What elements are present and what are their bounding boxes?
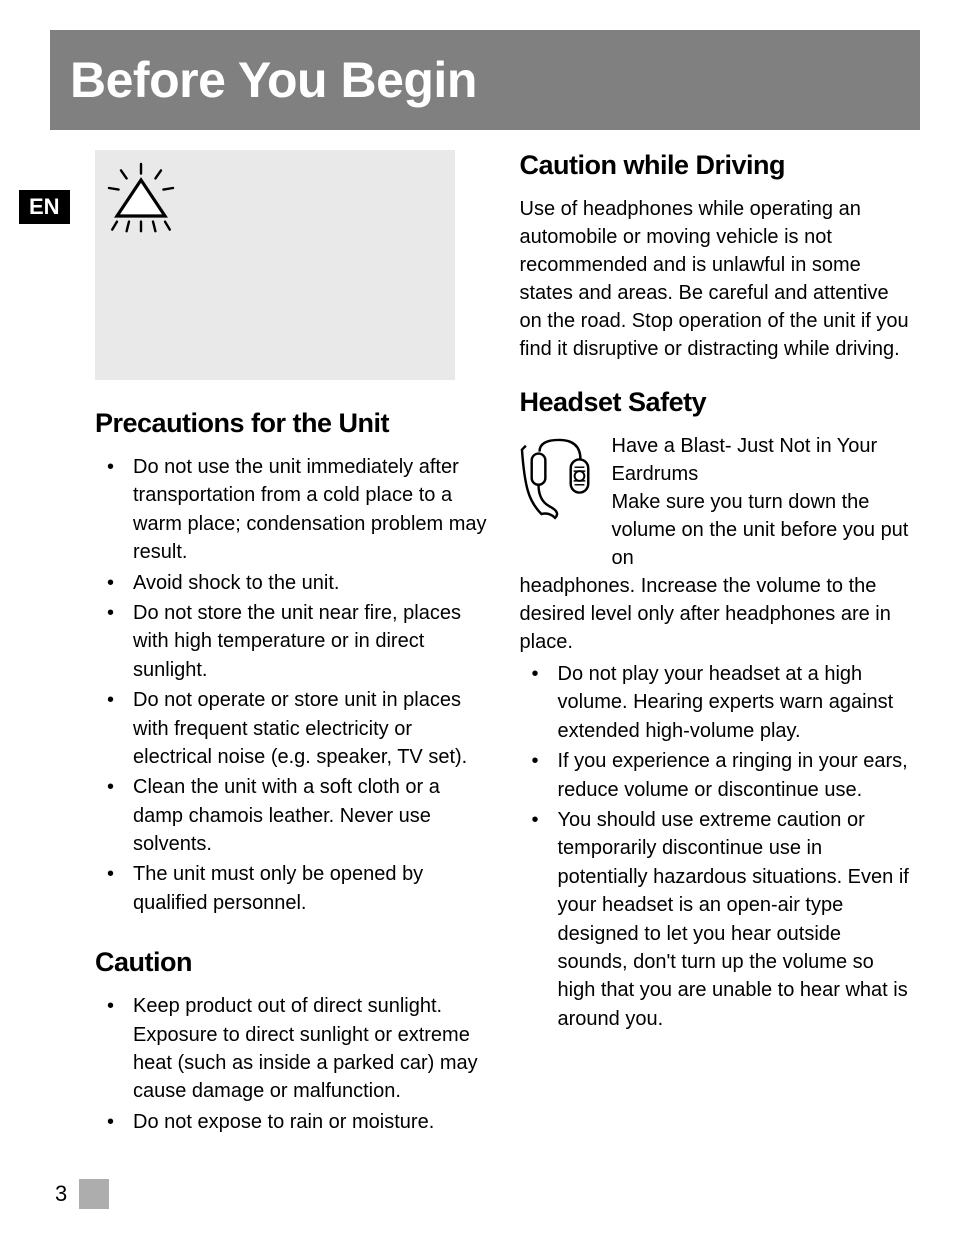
list-item: Do not operate or store unit in places w… (95, 686, 490, 771)
page-title: Before You Begin (70, 51, 477, 109)
driving-body: Use of headphones while operating an aut… (520, 195, 915, 363)
page-number: 3 (55, 1181, 67, 1207)
list-item: If you experience a ringing in your ears… (520, 747, 915, 804)
page-footer: 3 (55, 1179, 109, 1209)
list-item: You should use extreme caution or tempor… (520, 806, 915, 1033)
warning-icon-box (95, 150, 455, 380)
headset-intro-row: Have a Blast- Just Not in Your Eardrums … (520, 432, 915, 572)
headset-intro-line2: Make sure you turn down the volume on th… (612, 491, 909, 569)
headset-cont-text: headphones. Increase the volume to the d… (520, 572, 915, 656)
headset-intro-line1: Have a Blast- Just Not in Your Eardrums (612, 435, 878, 485)
list-item: Keep product out of direct sunlight. Exp… (95, 992, 490, 1106)
precautions-list: Do not use the unit immediately after tr… (95, 453, 490, 917)
list-item: Clean the unit with a soft cloth or a da… (95, 773, 490, 858)
warning-triangle-icon (101, 156, 181, 236)
list-item: Do not play your headset at a high volum… (520, 660, 915, 745)
content-columns: Precautions for the Unit Do not use the … (0, 130, 954, 1166)
caution-heading: Caution (95, 947, 490, 978)
right-column: Caution while Driving Use of headphones … (520, 150, 915, 1166)
list-item: Avoid shock to the unit. (95, 569, 490, 597)
caution-list: Keep product out of direct sunlight. Exp… (95, 992, 490, 1136)
list-item: Do not store the unit near fire, places … (95, 599, 490, 684)
headset-icon (520, 432, 598, 520)
list-item: Do not use the unit immediately after tr… (95, 453, 490, 567)
driving-heading: Caution while Driving (520, 150, 915, 181)
precautions-heading: Precautions for the Unit (95, 408, 490, 439)
headset-heading: Headset Safety (520, 387, 915, 418)
list-item: Do not expose to rain or moisture. (95, 1108, 490, 1136)
page-square-marker (79, 1179, 109, 1209)
headset-intro-text: Have a Blast- Just Not in Your Eardrums … (612, 432, 915, 572)
language-badge: EN (19, 190, 70, 224)
header-bar: Before You Begin (50, 30, 920, 130)
headset-list: Do not play your headset at a high volum… (520, 660, 915, 1033)
list-item: The unit must only be opened by qualifie… (95, 860, 490, 917)
left-column: Precautions for the Unit Do not use the … (95, 150, 490, 1166)
